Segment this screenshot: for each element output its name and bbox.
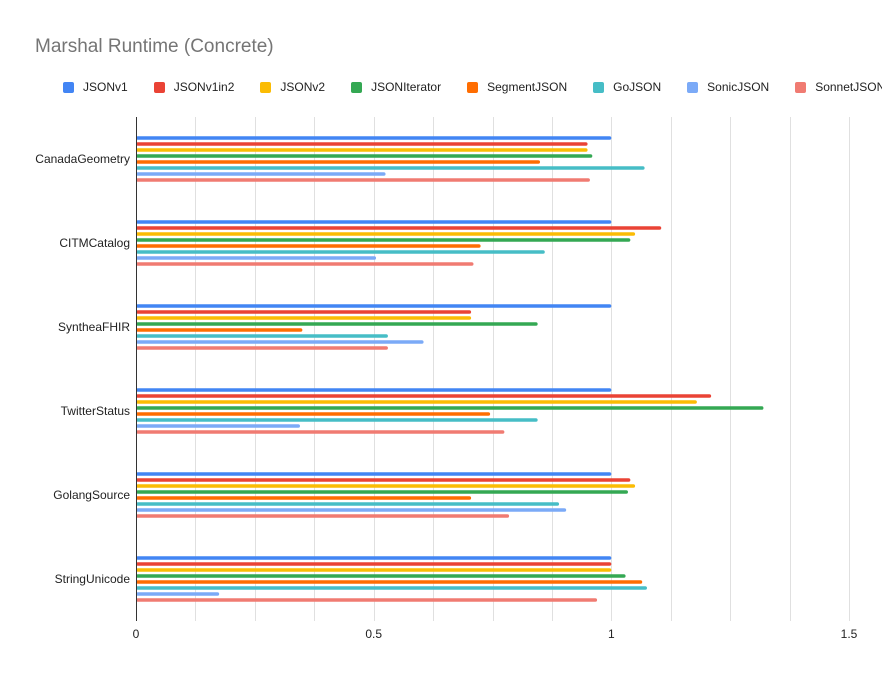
- legend: JSONv1 JSONv1in2 JSONv2 JSONIterator Segment…: [63, 79, 882, 95]
- legend-swatch: [63, 81, 74, 93]
- bar-jsonv1in2-citmcatalog: [136, 226, 662, 230]
- bar-segmentjson-golangsource: [136, 496, 472, 500]
- legend-swatch: [687, 81, 699, 93]
- bar-gojson-citmcatalog: [136, 250, 545, 254]
- bar-segmentjson-canadageometry: [136, 160, 541, 164]
- legend-label: SonicJSON: [707, 80, 770, 94]
- legend-label: SegmentJSON: [487, 80, 568, 94]
- bar-jsonv1-syntheafhir: [136, 304, 612, 308]
- legend-label: JSONv1in2: [173, 80, 235, 94]
- bar-jsonv2-canadageometry: [136, 148, 588, 152]
- bar-jsoniterator-golangsource: [136, 490, 628, 494]
- category-label: GolangSource: [53, 488, 130, 502]
- legend-swatch: [351, 81, 363, 93]
- category-label: TwitterStatus: [61, 404, 130, 418]
- legend-swatch: [260, 81, 272, 93]
- bar-sonnetjson-syntheafhir: [136, 346, 388, 350]
- legend-swatch: [795, 81, 807, 93]
- bar-sonicjson-canadageometry: [136, 172, 386, 176]
- bar-sonnetjson-twitterstatus: [136, 430, 505, 434]
- x-tick-label: 0.5: [365, 627, 382, 641]
- chart-title: Marshal Runtime (Concrete): [35, 36, 274, 57]
- legend-label: JSONv2: [280, 80, 326, 94]
- legend-item-jsoniterator: JSONIterator: [351, 80, 441, 94]
- bar-jsonv1in2-twitterstatus: [136, 394, 712, 398]
- grid-lines: [195, 117, 850, 621]
- legend-item-sonnetjson: SonnetJSON: [795, 80, 882, 94]
- legend-item-segmentjson: SegmentJSON: [467, 80, 567, 94]
- bar-gojson-golangsource: [136, 502, 560, 506]
- bar-segmentjson-citmcatalog: [136, 244, 481, 248]
- bar-jsoniterator-twitterstatus: [136, 406, 764, 410]
- bar-jsonv2-syntheafhir: [136, 316, 472, 320]
- bar-segmentjson-syntheafhir: [136, 328, 303, 332]
- bar-gojson-stringunicode: [136, 586, 647, 590]
- legend-label: GoJSON: [613, 80, 662, 94]
- legend-label: JSONv1: [83, 80, 128, 94]
- legend-item-jsonv2: JSONv2: [260, 80, 325, 94]
- category-label: CanadaGeometry: [35, 152, 130, 166]
- bar-jsonv2-citmcatalog: [136, 232, 636, 236]
- legend-swatch: [467, 81, 479, 93]
- bar-jsonv1-stringunicode: [136, 556, 612, 560]
- x-tick-label: 1.5: [841, 627, 858, 641]
- bar-jsonv1-canadageometry: [136, 136, 612, 140]
- bar-jsonv1in2-golangsource: [136, 478, 631, 482]
- bar-jsonv1in2-stringunicode: [136, 562, 612, 566]
- bar-sonicjson-stringunicode: [136, 592, 220, 596]
- bar-gojson-syntheafhir: [136, 334, 388, 338]
- bar-sonicjson-citmcatalog: [136, 256, 377, 260]
- bar-segmentjson-twitterstatus: [136, 412, 491, 416]
- bar-gojson-canadageometry: [136, 166, 645, 170]
- bar-gojson-twitterstatus: [136, 418, 538, 422]
- bar-jsonv1in2-canadageometry: [136, 142, 588, 146]
- bar-sonicjson-golangsource: [136, 508, 567, 512]
- bar-segmentjson-stringunicode: [136, 580, 643, 584]
- legend-item-gojson: GoJSON: [593, 80, 661, 94]
- bar-jsoniterator-citmcatalog: [136, 238, 631, 242]
- bar-sonnetjson-citmcatalog: [136, 262, 474, 266]
- bar-sonnetjson-stringunicode: [136, 598, 598, 602]
- category-label: SyntheaFHIR: [58, 320, 130, 334]
- bar-jsonv2-stringunicode: [136, 568, 612, 572]
- bar-sonicjson-syntheafhir: [136, 340, 424, 344]
- legend-item-sonicjson: SonicJSON: [687, 80, 769, 94]
- bar-sonnetjson-golangsource: [136, 514, 510, 518]
- bar-sonnetjson-canadageometry: [136, 178, 590, 182]
- legend-label: JSONIterator: [371, 80, 442, 94]
- bars: [136, 136, 764, 602]
- bar-jsonv2-twitterstatus: [136, 400, 697, 404]
- legend-swatch: [593, 81, 605, 93]
- bar-jsonv1-twitterstatus: [136, 388, 612, 392]
- x-tick-label: 0: [133, 627, 140, 641]
- category-label: CITMCatalog: [59, 236, 130, 250]
- bar-jsonv2-golangsource: [136, 484, 636, 488]
- legend-item-jsonv1in2: JSONv1in2: [153, 80, 235, 94]
- bar-jsonv1-golangsource: [136, 472, 612, 476]
- legend-label: SonnetJSON: [815, 80, 882, 94]
- bar-sonicjson-twitterstatus: [136, 424, 300, 428]
- x-tick-label: 1: [608, 627, 615, 641]
- bar-jsonv1-citmcatalog: [136, 220, 612, 224]
- axes: CanadaGeometry CITMCatalog SyntheaFHIR Twit…: [35, 117, 858, 641]
- legend-swatch: [153, 81, 165, 93]
- bar-jsoniterator-syntheafhir: [136, 322, 538, 326]
- category-label: StringUnicode: [55, 572, 131, 586]
- bar-jsoniterator-canadageometry: [136, 154, 593, 158]
- bar-jsonv1in2-syntheafhir: [136, 310, 472, 314]
- legend-item-jsonv1: JSONv1: [63, 80, 128, 94]
- bar-jsoniterator-stringunicode: [136, 574, 626, 578]
